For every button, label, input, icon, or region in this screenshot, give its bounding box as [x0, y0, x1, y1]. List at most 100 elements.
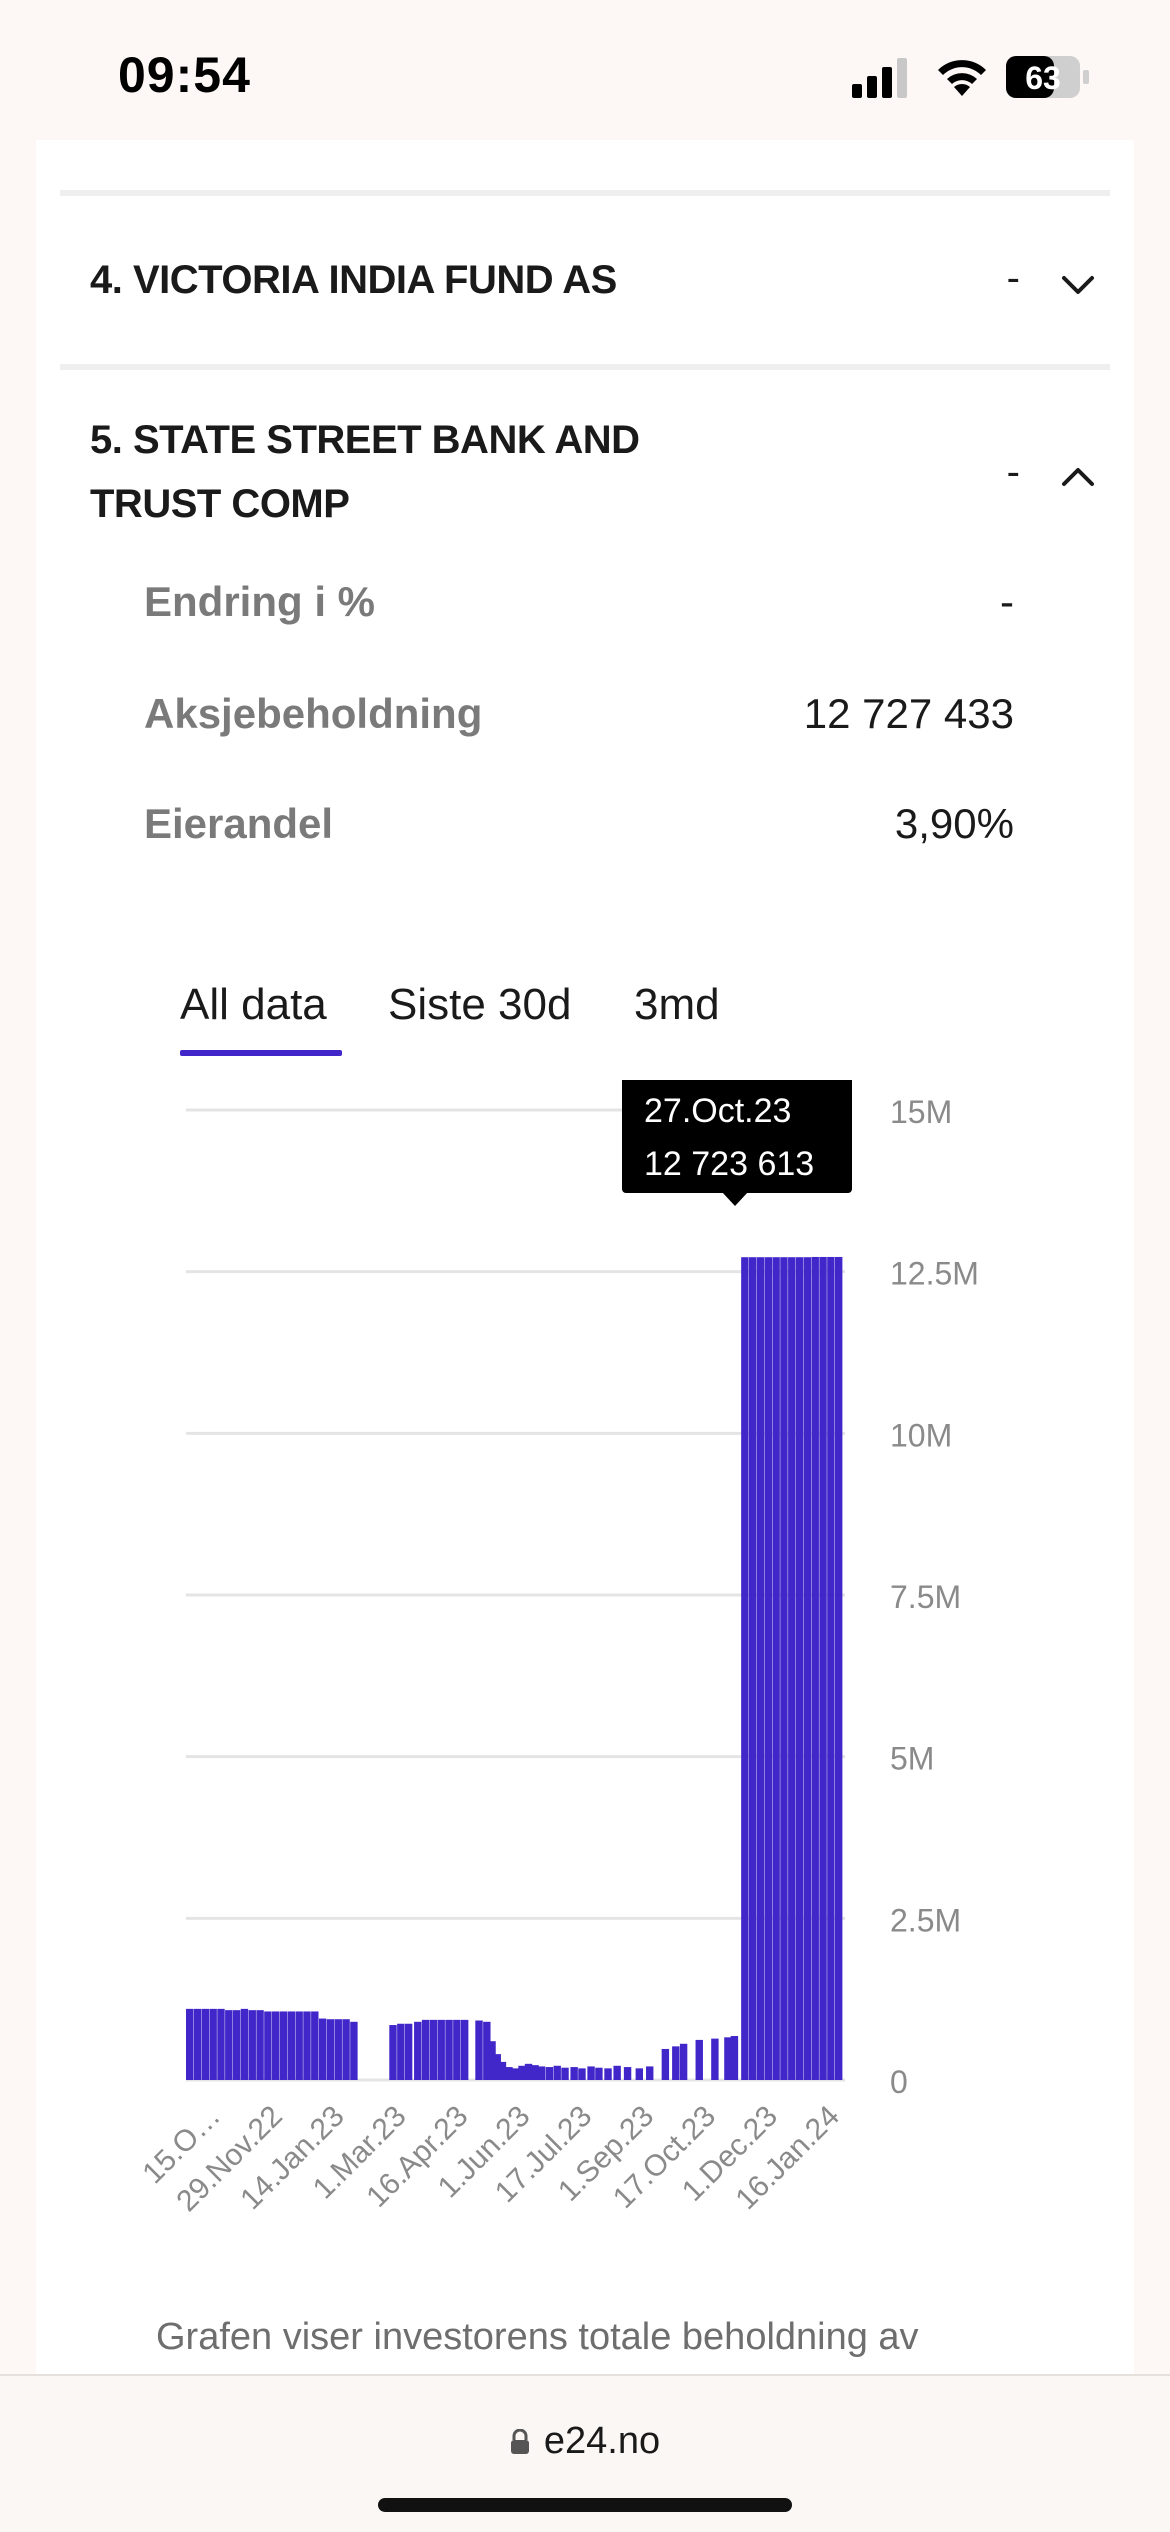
chart-bar	[186, 2008, 194, 2080]
home-indicator[interactable]	[378, 2498, 792, 2512]
chart-bar	[788, 1257, 796, 2080]
chart-bar	[661, 2048, 670, 2080]
chart-bar	[342, 2019, 350, 2080]
chart-bar	[483, 2021, 491, 2080]
chart-bar	[498, 2061, 507, 2080]
accordion-item-5[interactable]: 5. STATE STREET BANK AND TRUST COMP -	[90, 408, 1100, 538]
chart-bar	[531, 2065, 539, 2080]
chart-bar	[711, 2038, 719, 2080]
chart-bar	[248, 2010, 256, 2080]
chart-bar	[724, 2037, 732, 2080]
chart-bar	[635, 2068, 644, 2080]
chart-tooltip: 27.Oct.23 12 723 613	[622, 1080, 852, 1206]
battery-icon: 63	[1006, 56, 1089, 98]
chart-bar	[646, 2066, 654, 2080]
chevron-up-icon[interactable]	[1056, 454, 1100, 498]
accordion-item-title-line1: 5. STATE STREET BANK AND	[90, 418, 640, 462]
chart-bar	[595, 2067, 603, 2080]
chart-bar	[695, 2039, 703, 2080]
chart-bar	[748, 1257, 757, 2080]
chart-bar	[741, 1257, 749, 2080]
chart-bar	[225, 2010, 233, 2080]
chart-bar	[613, 2065, 621, 2080]
tooltip-date: 27.Oct.23	[644, 1092, 791, 1130]
y-tick-label: 5M	[890, 1741, 934, 1777]
address-bar[interactable]: e24.no	[0, 2420, 1170, 2463]
divider	[60, 190, 1110, 196]
y-tick-label: 7.5M	[890, 1579, 961, 1615]
chart-bar	[453, 2019, 461, 2080]
browser-bottom-bar: e24.no	[0, 2374, 1170, 2532]
tooltip-value: 12 723 613	[644, 1145, 814, 1183]
detail-row-change: Endring i % -	[144, 578, 1014, 638]
chart-bar	[421, 2019, 430, 2080]
accordion-item-title-line2: TRUST COMP	[90, 482, 350, 526]
cellular-signal-icon	[852, 58, 907, 98]
chart-bar	[679, 2043, 688, 2080]
divider	[60, 364, 1110, 370]
url-text: e24.no	[543, 2420, 661, 2462]
chart-bar	[811, 1256, 819, 2080]
chart-bar	[318, 2018, 327, 2080]
accordion-item-change: -	[1006, 256, 1020, 300]
chart-caption: Grafen viser investorens totale beholdni…	[156, 2316, 919, 2358]
chart-bar	[279, 2011, 288, 2080]
chart-bar	[414, 2021, 422, 2080]
chart-bar	[209, 2008, 217, 2080]
holdings-bar-chart[interactable]: 02.5M5M7.5M10M12.5M15M15.O…29.Nov.2214.J…	[0, 1080, 1170, 2260]
detail-row-holding: Aksjebeholdning 12 727 433	[144, 690, 1014, 750]
chart-bar	[511, 2068, 520, 2080]
chart-bar	[623, 2067, 632, 2080]
chart-bar	[201, 2008, 210, 2080]
chart-bar	[834, 1256, 843, 2080]
status-time: 09:54	[118, 47, 251, 103]
chart-bar	[795, 1257, 804, 2080]
tab-3md[interactable]: 3md	[634, 980, 720, 1029]
tab-last-30d[interactable]: Siste 30d	[388, 980, 572, 1029]
chart-bar	[404, 2023, 413, 2080]
chart-bar	[256, 2010, 264, 2080]
chart-bar	[604, 2068, 612, 2080]
chart-bar	[553, 2065, 561, 2080]
y-tick-label: 0	[890, 2064, 908, 2100]
chart-bar	[764, 1257, 773, 2080]
detail-value: 12 727 433	[803, 690, 1014, 737]
chart-bar	[217, 2008, 225, 2080]
chart-bar	[389, 2025, 397, 2080]
chart-bar	[545, 2067, 554, 2080]
content-card	[36, 140, 1134, 2380]
y-tick-label: 15M	[890, 1094, 952, 1130]
chart-bar	[303, 2011, 311, 2080]
accordion-item-4[interactable]: 4. VICTORIA INDIA FUND AS -	[90, 248, 1100, 312]
detail-label: Eierandel	[144, 800, 334, 847]
chart-bar	[587, 2066, 595, 2080]
accordion-item-change: -	[1006, 450, 1020, 494]
y-tick-label: 12.5M	[890, 1256, 979, 1292]
chart-bar	[232, 2010, 241, 2080]
wifi-icon	[938, 60, 986, 96]
chart-bar	[295, 2011, 303, 2080]
chart-bar	[311, 2011, 319, 2080]
chart-bar	[505, 2067, 513, 2080]
tooltip-pointer	[722, 1192, 748, 1206]
chart-bar	[334, 2019, 342, 2080]
detail-value: -	[1000, 578, 1014, 625]
status-bar: 09:54 63	[0, 0, 1170, 140]
tab-all-data[interactable]: All data	[180, 980, 327, 1029]
y-tick-label: 2.5M	[890, 1902, 961, 1938]
chart-bar	[287, 2011, 296, 2080]
chart-bar	[445, 2019, 453, 2080]
chart-bar	[493, 2054, 501, 2080]
chart-bar	[672, 2046, 680, 2080]
chevron-down-icon[interactable]	[1056, 264, 1100, 308]
chart-bar	[561, 2067, 569, 2080]
chart-bar	[730, 2036, 739, 2080]
chart-bar	[429, 2019, 438, 2080]
chart-range-tabs: All data Siste 30d 3md	[180, 980, 880, 1060]
chart-bar	[537, 2066, 546, 2080]
chart-bar	[772, 1257, 780, 2080]
chart-bar	[803, 1257, 812, 2080]
detail-value: 3,90%	[894, 800, 1014, 847]
chart-bar	[488, 2041, 496, 2080]
chart-bar	[756, 1257, 765, 2080]
